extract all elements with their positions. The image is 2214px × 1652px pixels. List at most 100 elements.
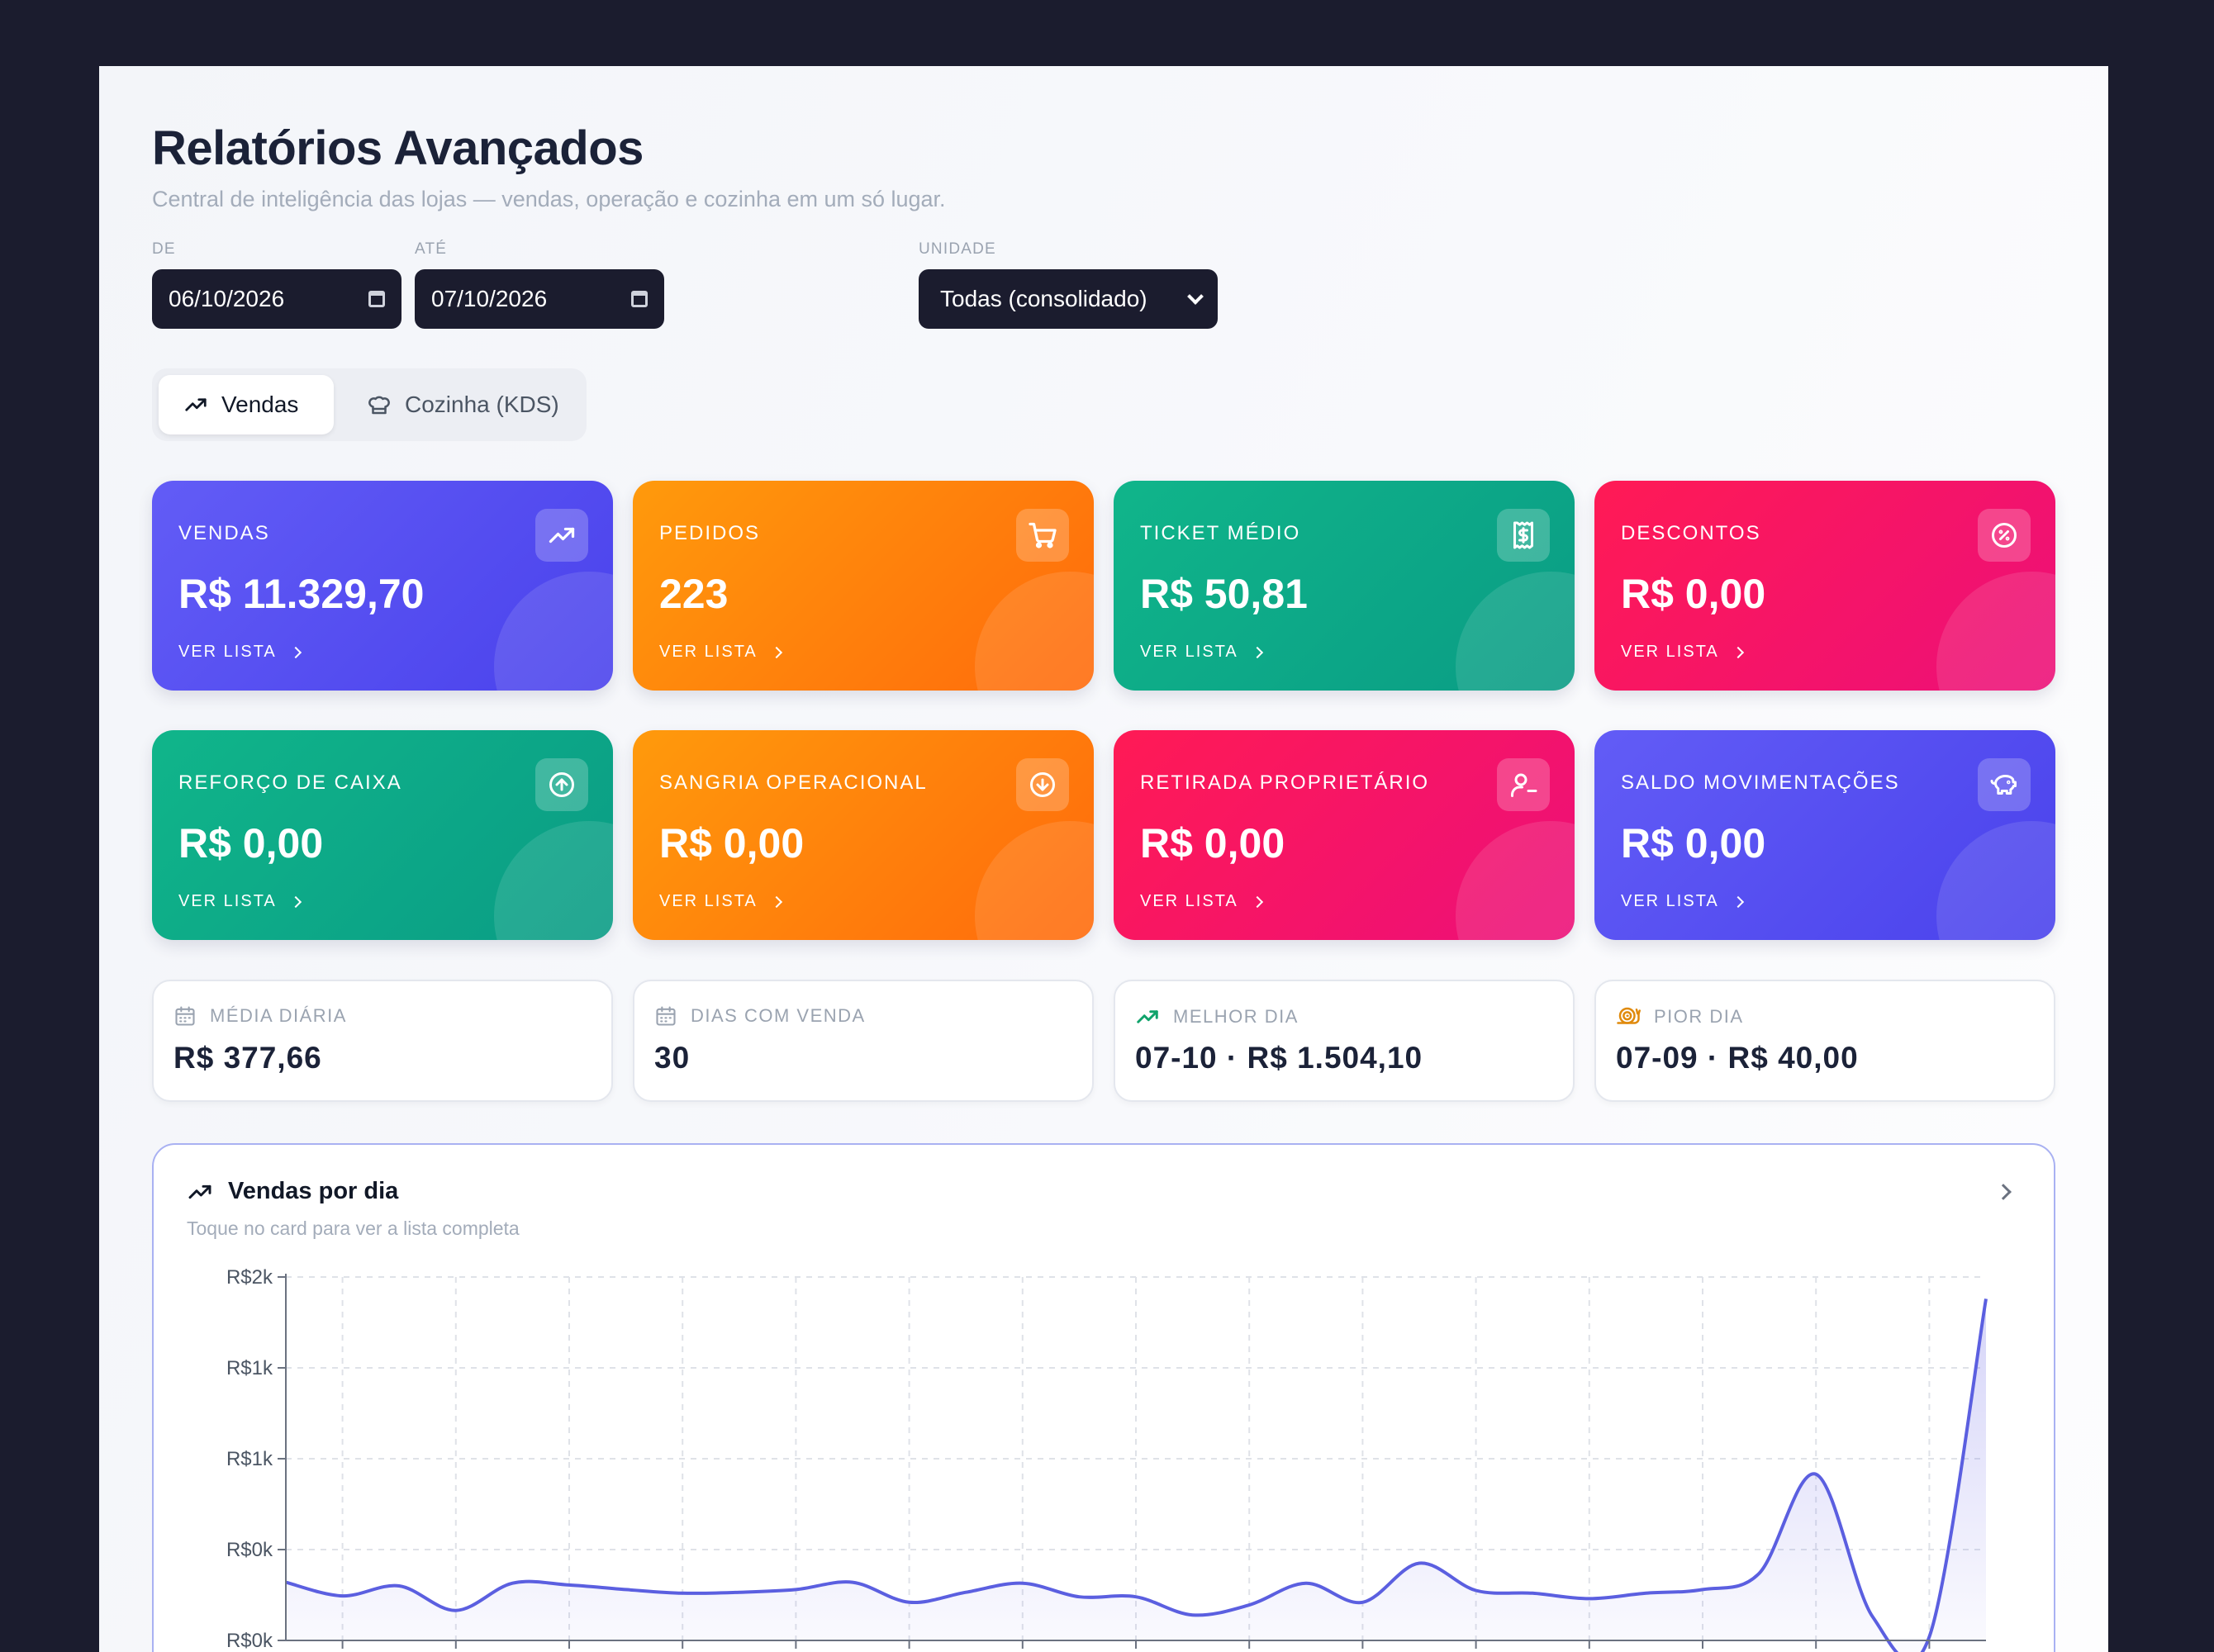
chart-title: Vendas por dia <box>187 1178 398 1205</box>
card-value: R$ 0,00 <box>1140 820 1285 866</box>
card-decoration <box>1936 572 2055 691</box>
calendar-icon[interactable] <box>368 291 385 307</box>
receipt-icon <box>1497 509 1550 562</box>
stat-label: MELHOR DIA <box>1135 1004 1299 1029</box>
y-tick-label: R$2k <box>226 1266 273 1289</box>
from-label: DE <box>152 240 176 258</box>
card-decoration <box>975 821 1094 940</box>
stat-value: 30 <box>654 1041 691 1075</box>
link-label: VER LISTA <box>178 892 277 910</box>
card-decoration <box>1456 821 1575 940</box>
tab-vendas[interactable]: Vendas <box>159 375 334 434</box>
stat-value: R$ 377,66 <box>173 1041 322 1075</box>
chevron-right-icon <box>289 895 302 908</box>
card-retirada-proprietario[interactable]: RETIRADA PROPRIETÁRIO R$ 0,00 VER LISTA <box>1114 730 1575 940</box>
chevron-right-icon <box>1251 646 1263 658</box>
chart-title-text: Vendas por dia <box>228 1178 399 1204</box>
sales-area <box>286 1298 1986 1652</box>
sales-line <box>285 1298 1988 1652</box>
card-value: R$ 0,00 <box>1621 820 1766 866</box>
to-date-input[interactable]: 07/10/2026 <box>415 269 664 329</box>
card-ticket-medio[interactable]: TICKET MÉDIO R$ 50,81 VER LISTA <box>1114 481 1575 691</box>
link-label: VER LISTA <box>178 643 277 661</box>
report-tabs: Vendas Cozinha (KDS) <box>152 368 587 441</box>
card-value: R$ 0,00 <box>178 820 324 866</box>
link-label: VER LISTA <box>1140 643 1238 661</box>
link-label: VER LISTA <box>1621 892 1719 910</box>
chef-hat-icon <box>368 396 390 415</box>
ver-lista-link[interactable]: VER LISTA <box>1621 892 1744 911</box>
card-pedidos[interactable]: PEDIDOS 223 VER LISTA <box>633 481 1094 691</box>
trending-up-icon <box>535 509 588 562</box>
card-label: TICKET MÉDIO <box>1140 522 1301 544</box>
card-decoration <box>1456 572 1575 691</box>
chevron-down-icon <box>1187 288 1204 305</box>
ver-lista-link[interactable]: VER LISTA <box>1621 643 1744 662</box>
ver-lista-link[interactable]: VER LISTA <box>659 892 782 911</box>
card-saldo-movimentacoes[interactable]: SALDO MOVIMENTAÇÕES R$ 0,00 VER LISTA <box>1594 730 2055 940</box>
chevron-right-icon <box>1732 646 1744 658</box>
chevron-right-icon <box>1732 895 1744 908</box>
sales-line-chart: R$2k R$1k R$1k R$0k R$0k <box>226 1266 1988 1652</box>
card-decoration <box>494 572 613 691</box>
from-date-input[interactable]: 06/10/2026 <box>152 269 401 329</box>
ver-lista-link[interactable]: VER LISTA <box>1140 892 1263 911</box>
card-descontos[interactable]: DESCONTOS R$ 0,00 VER LISTA <box>1594 481 2055 691</box>
ver-lista-link[interactable]: VER LISTA <box>659 643 782 662</box>
page-subtitle: Central de inteligência das lojas — vend… <box>152 187 946 211</box>
card-label: RETIRADA PROPRIETÁRIO <box>1140 771 1430 794</box>
ver-lista-link[interactable]: VER LISTA <box>178 643 302 662</box>
from-date-value: 06/10/2026 <box>169 286 285 311</box>
ver-lista-link[interactable]: VER LISTA <box>1140 643 1263 662</box>
card-value: R$ 11.329,70 <box>178 571 425 617</box>
unit-select[interactable]: Todas (consolidado) <box>919 269 1218 329</box>
to-label: ATÉ <box>415 240 448 258</box>
y-tick-label: R$1k <box>226 1357 273 1379</box>
card-label: DESCONTOS <box>1621 522 1761 544</box>
arrow-down-circle-icon <box>1016 758 1069 811</box>
card-reforco-caixa[interactable]: REFORÇO DE CAIXA R$ 0,00 VER LISTA <box>152 730 613 940</box>
card-label: REFORÇO DE CAIXA <box>178 771 402 794</box>
card-decoration <box>494 821 613 940</box>
chevron-right-icon <box>289 646 302 658</box>
stat-label-text: PIOR DIA <box>1654 1006 1744 1027</box>
calendar-icon[interactable] <box>631 291 648 307</box>
stat-value: 07-10 · R$ 1.504,10 <box>1135 1041 1423 1075</box>
piggy-bank-icon <box>1978 758 2031 811</box>
trending-up-icon <box>1137 1010 1158 1023</box>
percent-badge-icon <box>1978 509 2031 562</box>
unit-select-value: Todas (consolidado) <box>940 286 1147 311</box>
card-decoration <box>1936 821 2055 940</box>
stat-label-text: DIAS COM VENDA <box>691 1005 866 1026</box>
user-minus-icon <box>1497 758 1550 811</box>
reports-panel: Relatórios Avançados Central de inteligê… <box>99 66 2108 1652</box>
card-label: VENDAS <box>178 522 270 544</box>
card-label: PEDIDOS <box>659 522 761 544</box>
trending-up-icon <box>188 1184 211 1199</box>
cart-icon <box>1016 509 1069 562</box>
page-title: Relatórios Avançados <box>152 121 644 175</box>
card-sangria-operacional[interactable]: SANGRIA OPERACIONAL R$ 0,00 VER LISTA <box>633 730 1094 940</box>
unit-label: UNIDADE <box>919 240 996 258</box>
snail-icon <box>1617 1007 1641 1024</box>
y-tick-label: R$1k <box>226 1448 273 1470</box>
y-tick-label: R$0k <box>226 1630 273 1652</box>
ver-lista-link[interactable]: VER LISTA <box>178 892 302 911</box>
calendar-icon <box>656 1006 676 1026</box>
card-value: R$ 0,00 <box>659 820 805 866</box>
link-label: VER LISTA <box>1621 643 1719 661</box>
stat-label: PIOR DIA <box>1616 1004 1744 1029</box>
stat-label-text: MELHOR DIA <box>1173 1006 1299 1027</box>
chart-subtitle: Toque no card para ver a lista completa <box>187 1218 520 1239</box>
chevron-right-icon[interactable] <box>1995 1184 2012 1200</box>
stat-label-text: MÉDIA DIÁRIA <box>210 1005 347 1026</box>
card-label: SANGRIA OPERACIONAL <box>659 771 928 794</box>
tab-cozinha[interactable]: Cozinha (KDS) <box>342 375 582 434</box>
sales-by-day-card[interactable]: Vendas por dia Toque no card para ver a … <box>152 1143 2055 1652</box>
stat-melhor-dia: MELHOR DIA 07-10 · R$ 1.504,10 <box>1114 980 1575 1102</box>
card-vendas[interactable]: VENDAS R$ 11.329,70 VER LISTA <box>152 481 613 691</box>
stat-pior-dia: PIOR DIA 07-09 · R$ 40,00 <box>1594 980 2055 1102</box>
trending-up-icon <box>185 398 207 411</box>
chevron-right-icon <box>1251 895 1263 908</box>
tab-label: Vendas <box>221 392 299 417</box>
